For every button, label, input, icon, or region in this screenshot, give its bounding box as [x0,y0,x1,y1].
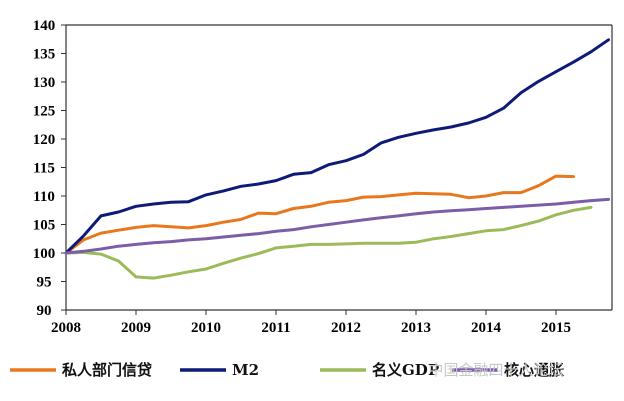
x-tick-label: 2013 [401,320,431,336]
y-tick-label: 125 [33,104,56,120]
x-tick-label: 2014 [471,320,502,336]
x-tick-label: 2015 [541,320,571,336]
series-line-2 [64,205,593,280]
y-tick-label: 120 [33,132,56,148]
y-tick-label: 90 [37,303,52,319]
legend-label-0: 私人部门信贷 [61,361,152,379]
y-tick-label: 130 [33,75,56,91]
y-tick-label: 135 [33,47,56,63]
x-tick-label: 2008 [51,320,81,336]
y-tick-label: 95 [37,275,52,291]
legend-label-1: M2 [232,361,259,379]
legend-label-2: 名义GDP [372,361,439,379]
y-tick-label: 110 [33,189,55,205]
y-tick-label: 140 [33,18,56,34]
legend: 私人部门信贷 M2 名义GDP 核心通胀 [10,361,564,379]
x-tick-label: 2009 [121,320,151,336]
y-tick-label: 115 [33,161,55,177]
series-line-1 [64,38,610,255]
y-tick-label: 100 [33,246,56,262]
watermark-text: 中国金融四十人论坛 [428,361,563,379]
series-line-3 [64,197,610,255]
x-tick-label: 2012 [331,320,361,336]
series-lines [64,38,610,280]
x-tick-label: 2011 [261,320,290,336]
chart-axes [65,24,613,311]
y-axis-ticks: 90 95 100 105 110 115 120 125 130 135 140 [33,18,66,319]
y-tick-label: 105 [33,218,56,234]
x-tick-label: 2010 [191,320,221,336]
legend-label-3: 核心通胀 [504,361,564,379]
x-axis-ticks: 2008 2009 2010 2011 2012 2013 2014 2015 [51,310,571,336]
series-line-0 [64,174,575,255]
